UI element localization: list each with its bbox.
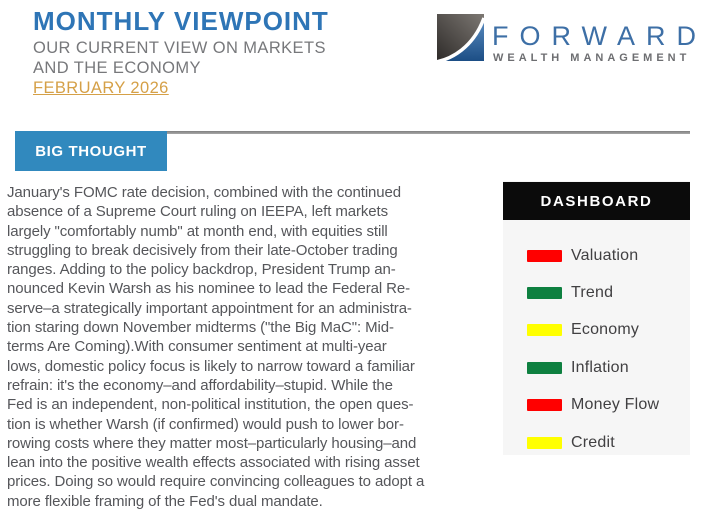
- logo-wordmark: FORWARD: [492, 21, 707, 51]
- status-swatch-icon: [527, 436, 562, 449]
- forward-logo-icon: [435, 14, 486, 64]
- dashboard-row: Valuation: [503, 237, 690, 274]
- status-swatch-icon: [527, 361, 562, 374]
- dashboard-item-label: Valuation: [571, 246, 639, 264]
- section-header-big-thought: BIG THOUGHT: [15, 131, 167, 171]
- article-line: lean into the positive wealth effects as…: [7, 454, 420, 472]
- article-line: ranges. Adding to the policy backdrop, P…: [7, 261, 396, 279]
- status-swatch-icon: [527, 287, 562, 300]
- section-label: BIG THOUGHT: [35, 142, 147, 160]
- article-line: nounced Kevin Warsh as his nominee to le…: [7, 280, 411, 298]
- page-title: MONTHLY VIEWPOINT: [33, 6, 329, 36]
- section-divider-rule: [15, 131, 690, 134]
- dashboard-item-label: Economy: [571, 321, 640, 339]
- status-swatch-icon: [527, 249, 562, 262]
- issue-date-link[interactable]: FEBRUARY 2026: [33, 79, 169, 97]
- article-line: tion is whether Warsh (if confirmed) wou…: [7, 415, 404, 433]
- page-subtitle: OUR CURRENT VIEW ON MARKETS AND THE ECON…: [33, 38, 326, 78]
- dashboard-title: DASHBOARD: [540, 192, 653, 210]
- dashboard-header: DASHBOARD: [503, 182, 690, 220]
- status-swatch-icon: [527, 399, 562, 412]
- article-line: Fed is an independent, non-political ins…: [7, 396, 414, 414]
- dashboard-row: Inflation: [503, 349, 690, 386]
- article-line: lows, domestic policy focus is likely to…: [7, 357, 415, 375]
- dashboard-row: Economy: [503, 312, 690, 349]
- subtitle-line-2: AND THE ECONOMY: [33, 59, 201, 77]
- article-line: serve–a strategically important appointm…: [7, 299, 412, 317]
- dashboard-item-label: Trend: [571, 284, 614, 302]
- dashboard-row: Money Flow: [503, 387, 690, 424]
- dashboard-items: Valuation Trend Economy Inflation: [503, 237, 690, 461]
- article-line: January's FOMC rate decision, combined w…: [7, 184, 402, 201]
- dashboard-row: Trend: [503, 274, 690, 311]
- logo-tagline: WEALTH MANAGEMENT: [493, 52, 691, 64]
- article-line: struggling to break decisively from thei…: [7, 241, 398, 259]
- dashboard-row: Credit: [503, 424, 690, 461]
- dashboard-item-label: Money Flow: [571, 396, 660, 414]
- status-swatch-icon: [527, 324, 562, 337]
- article-line: more flexible framing of the Fed's dual …: [7, 492, 323, 510]
- article-line: prices. Doing so would require convincin…: [7, 473, 425, 491]
- dashboard-item-label: Inflation: [571, 358, 629, 376]
- article-line: absence of a Supreme Court ruling on IEE…: [7, 203, 388, 221]
- dashboard-panel: DASHBOARD Valuation Trend Economy: [503, 181, 690, 455]
- article-line: refrain: it's the economy–and affordabil…: [7, 376, 393, 394]
- subtitle-line-1: OUR CURRENT VIEW ON MARKETS: [33, 39, 326, 57]
- dashboard-item-label: Credit: [571, 433, 615, 451]
- article-line: tion staring down November midterms ("th…: [7, 319, 394, 337]
- article-line: rowing costs where they matter most–part…: [7, 434, 417, 452]
- article-line: largely "comfortably numb" at month end,…: [7, 222, 388, 240]
- article-line: terms Are Coming).With consumer sentimen…: [7, 338, 387, 356]
- article-body: January's FOMC rate decision, combined w…: [7, 183, 507, 511]
